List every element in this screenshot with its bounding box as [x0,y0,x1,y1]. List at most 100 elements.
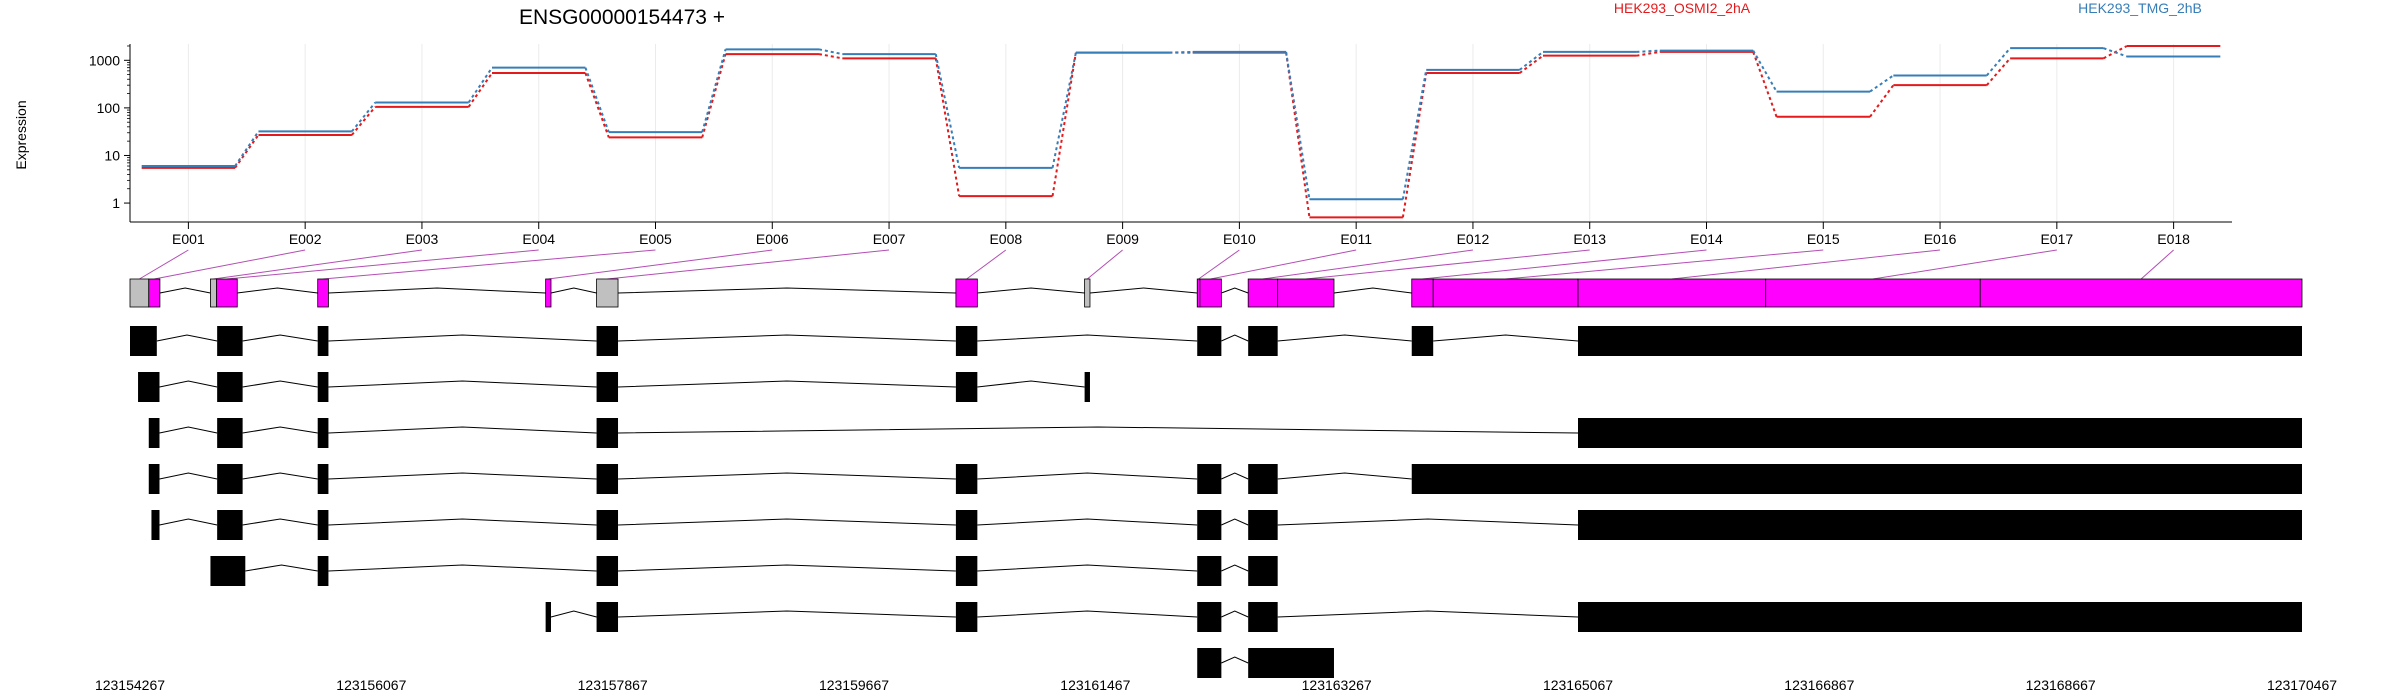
connector-line [966,249,1007,280]
series-lines [141,44,2221,219]
transcript-exon [596,556,619,586]
series-connector [1869,84,1895,118]
connector-line [213,249,423,280]
connector-line [548,249,773,280]
y-axis-label: Expression [13,100,29,169]
series-connector [1169,50,1193,54]
x-tick-label: E006 [756,231,789,247]
bin-intron [1221,287,1249,294]
transcript-intron [328,472,597,480]
x-tick-label: E016 [1924,231,1957,247]
transcript-6 [210,556,1278,586]
series-connector [1519,51,1544,71]
series-connector [1752,51,1778,118]
connector-line [323,249,656,280]
series-connector [1051,52,1077,197]
transcript-exon [955,464,978,494]
bin-intron [977,287,1085,294]
exon-bin-E003 [210,278,217,308]
transcript-exon [596,418,619,448]
transcript-exon [1248,648,1334,678]
exon-bin-E016 [1577,278,1767,308]
transcript-intron [328,380,597,388]
bin-intron [237,287,318,294]
exon-bin-E006 [545,278,552,308]
transcript-intron [977,518,1198,526]
y-axis: 1 10 100 1000 [89,44,131,222]
transcript-intron [1221,564,1249,572]
transcript-exon [1197,602,1222,632]
connector-line [1210,249,1357,280]
x-tick-label: E009 [1106,231,1139,247]
transcript-intron [159,518,218,526]
x-tick-label: E007 [873,231,906,247]
transcript-exon [1578,326,2302,356]
series-osmi2 [141,44,2221,219]
exon-bin-E004 [216,278,238,308]
transcript-3 [148,418,2302,448]
transcript-intron [245,564,318,572]
transcript-intron [977,380,1085,388]
bin-intron [618,287,956,294]
x-tick-label: E014 [1690,231,1723,247]
exon-connectors [139,249,2174,280]
transcript-exon [1248,510,1278,540]
exon-bin-E014 [1411,278,1434,308]
transcript-8 [1197,648,1334,678]
x-tick-label: E018 [2157,231,2190,247]
x-tick-label: E004 [522,231,555,247]
x-tick-label: E011 [1340,231,1372,247]
series-connector [351,101,377,133]
transcript-exon [596,510,619,540]
transcript-4 [148,464,2302,494]
connector-line [1198,249,1240,280]
x-tick-label: E015 [1807,231,1840,247]
transcript-exon [217,372,243,402]
connector-line [226,249,539,280]
transcript-intron [242,518,318,526]
transcript-exon [1578,510,2302,540]
transcript-exon [1197,556,1222,586]
transcript-intron [618,472,956,480]
transcript-intron [618,380,956,388]
series-connector [934,58,961,197]
series-connector [1401,69,1428,200]
transcript-exon [1084,372,1090,402]
transcript-intron [1221,656,1249,664]
transcript-exon [217,326,243,356]
coordinate-label: 123161467 [1060,677,1130,693]
series-connector [1636,49,1660,53]
transcript-exon [317,418,329,448]
series-connector [467,67,493,104]
transcript-5 [151,510,2302,540]
transcript-intron [242,426,318,434]
x-tick-label: E002 [289,231,322,247]
series-tmg [141,47,2221,201]
transcript-exon [596,372,619,402]
transcript-intron [159,380,218,388]
transcript-exon [148,418,160,448]
transcript-exon [1578,418,2302,448]
gridlines [187,44,2175,222]
exon-bin-E011 [1199,278,1222,308]
x-tick-label: E012 [1457,231,1490,247]
transcript-intron [977,564,1198,572]
transcript-exon [596,602,619,632]
transcript-exon [1248,556,1278,586]
coordinate-label: 123166867 [1784,677,1854,693]
transcript-intron [159,472,218,480]
transcript-exon [217,464,243,494]
coordinate-label: 123156067 [336,677,406,693]
transcript-7 [545,602,2302,632]
bin-intron [1089,287,1198,294]
bin-intron [159,287,211,294]
exon-bin-E002 [148,278,161,308]
transcript-exon [317,372,329,402]
transcript-intron [242,334,318,342]
x-tick-label: E001 [172,231,205,247]
transcript-exon [596,326,619,356]
y-tick-label: 1000 [89,52,120,68]
transcript-intron [618,610,956,618]
transcript-exon [1248,464,1278,494]
transcript-intron [1277,472,1412,480]
